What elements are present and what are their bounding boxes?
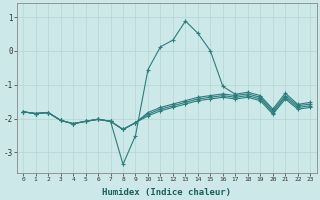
X-axis label: Humidex (Indice chaleur): Humidex (Indice chaleur) (102, 188, 231, 197)
